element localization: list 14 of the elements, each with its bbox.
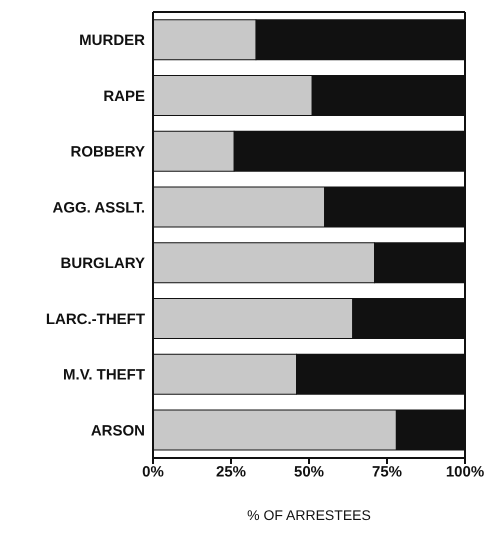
- y-tick-label: ARSON: [90, 422, 145, 440]
- x-axis-title: % OF ARRESTEES: [247, 507, 371, 523]
- x-tick-label: 100%: [446, 464, 484, 481]
- y-tick-label: LARC.-THEFT: [46, 310, 145, 328]
- y-tick-label: MURDER: [79, 32, 146, 50]
- x-tick-label: 25%: [216, 464, 246, 481]
- y-tick-label: M.V. THEFT: [63, 366, 145, 384]
- y-tick-label: BURGLARY: [60, 255, 145, 272]
- y-tick-label: AGG. ASSLT.: [52, 199, 145, 216]
- y-tick-label: ROBBERY: [70, 144, 145, 161]
- y-tick-label: RAPE: [103, 88, 145, 105]
- x-tick-label: 50%: [294, 464, 324, 481]
- x-tick-label: 75%: [372, 464, 402, 481]
- x-tick-label: 0%: [142, 464, 164, 481]
